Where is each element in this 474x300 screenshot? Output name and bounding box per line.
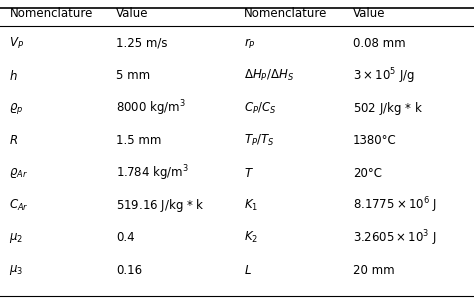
Text: $\Delta H_P/\Delta H_S$: $\Delta H_P/\Delta H_S$ xyxy=(244,68,294,83)
Text: 1.784 kg/m$^3$: 1.784 kg/m$^3$ xyxy=(116,163,189,183)
Text: 502 J/kg $*$ k: 502 J/kg $*$ k xyxy=(353,100,423,117)
Text: 8000 kg/m$^3$: 8000 kg/m$^3$ xyxy=(116,98,186,118)
Text: $\mu_2$: $\mu_2$ xyxy=(9,231,24,245)
Text: $V_P$: $V_P$ xyxy=(9,36,25,51)
Text: $T_P/T_S$: $T_P/T_S$ xyxy=(244,133,275,148)
Text: $L$: $L$ xyxy=(244,264,252,277)
Text: $8.1775\times10^6$ J: $8.1775\times10^6$ J xyxy=(353,196,437,215)
Text: 1.5 mm: 1.5 mm xyxy=(116,134,162,147)
Text: $K_2$: $K_2$ xyxy=(244,230,258,245)
Text: Value: Value xyxy=(116,7,149,20)
Text: $K_1$: $K_1$ xyxy=(244,198,258,213)
Text: 0.16: 0.16 xyxy=(116,264,142,277)
Text: 519.16 J/kg $*$ k: 519.16 J/kg $*$ k xyxy=(116,197,205,214)
Text: 20 mm: 20 mm xyxy=(353,264,395,277)
Text: $3\times10^5$ J/g: $3\times10^5$ J/g xyxy=(353,66,415,86)
Text: $r_P$: $r_P$ xyxy=(244,36,256,50)
Text: 20°C: 20°C xyxy=(353,167,382,180)
Text: 5 mm: 5 mm xyxy=(116,69,150,82)
Text: $C_P/C_S$: $C_P/C_S$ xyxy=(244,101,277,116)
Text: $3.2605\times10^3$ J: $3.2605\times10^3$ J xyxy=(353,228,437,248)
Text: 1380°C: 1380°C xyxy=(353,134,397,147)
Text: $R$: $R$ xyxy=(9,134,18,147)
Text: Nomenclature: Nomenclature xyxy=(244,7,328,20)
Text: $C_{Ar}$: $C_{Ar}$ xyxy=(9,198,29,213)
Text: $T$: $T$ xyxy=(244,167,254,180)
Text: $\mu_3$: $\mu_3$ xyxy=(9,263,24,277)
Text: 0.08 mm: 0.08 mm xyxy=(353,37,406,50)
Text: 1.25 m/s: 1.25 m/s xyxy=(116,37,168,50)
Text: $\varrho_{Ar}$: $\varrho_{Ar}$ xyxy=(9,166,28,180)
Text: 0.4: 0.4 xyxy=(116,231,135,244)
Text: $\varrho_p$: $\varrho_p$ xyxy=(9,101,24,116)
Text: $h$: $h$ xyxy=(9,69,18,83)
Text: Value: Value xyxy=(353,7,386,20)
Text: Nomenclature: Nomenclature xyxy=(9,7,93,20)
